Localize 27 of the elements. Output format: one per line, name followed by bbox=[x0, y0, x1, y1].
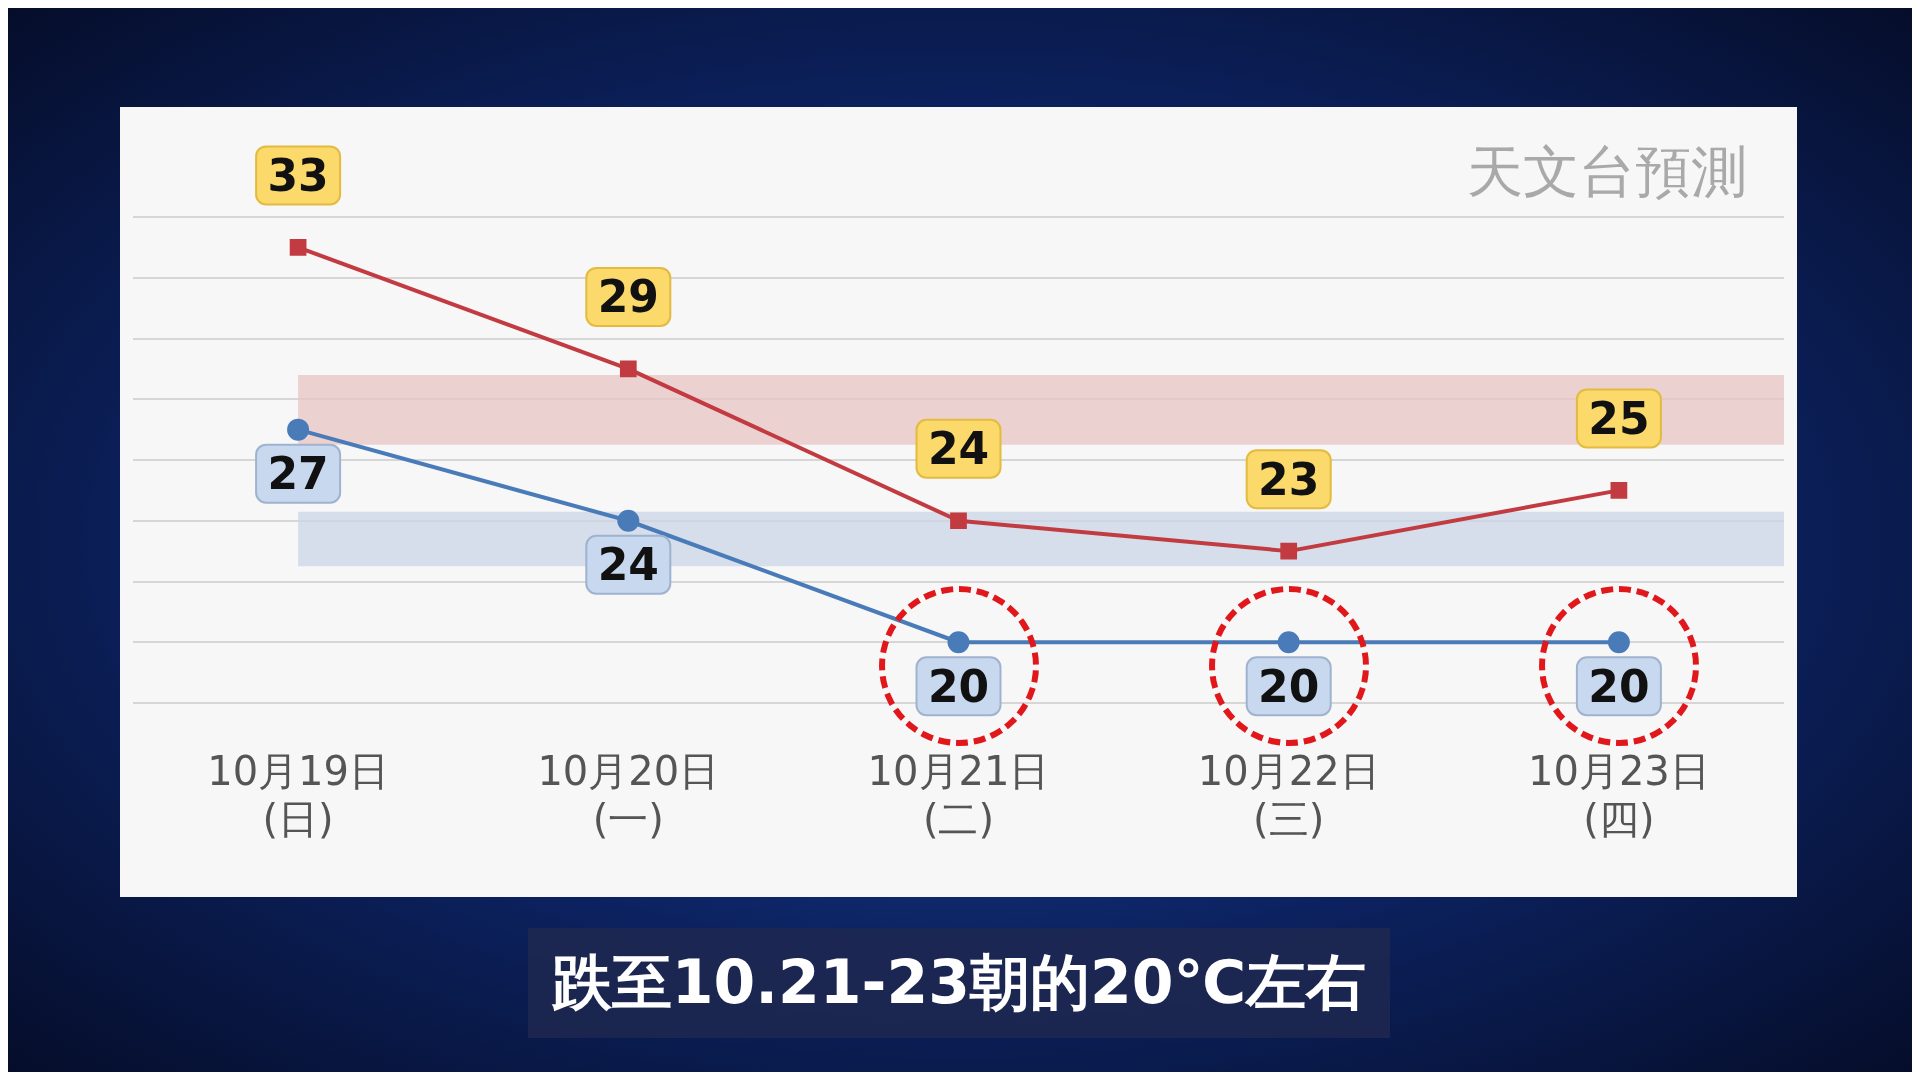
text: 跌至10.21-23朝的20℃左右 bbox=[528, 928, 1390, 1038]
point bbox=[1607, 631, 1630, 654]
data-label: 20 bbox=[1588, 660, 1650, 712]
point bbox=[950, 512, 967, 530]
data-label: 24 bbox=[927, 423, 990, 475]
x-tick-label: 10月20日 (一) bbox=[537, 748, 720, 843]
data-label: 20 bbox=[1258, 660, 1320, 712]
point bbox=[1610, 482, 1628, 499]
point bbox=[289, 239, 307, 256]
point bbox=[287, 418, 310, 441]
data-label: 20 bbox=[927, 660, 990, 712]
x-tick-label: 10月21日 (二) bbox=[867, 748, 1050, 843]
data-label: 33 bbox=[267, 149, 329, 201]
x-tick-label: 10月22日 (三) bbox=[1197, 748, 1380, 843]
point bbox=[1280, 542, 1298, 560]
x-tick-label: 10月23日 (四) bbox=[1528, 748, 1710, 843]
text: 天文台預測 bbox=[1467, 138, 1747, 206]
x-tick-label: 10月19日 (日) bbox=[207, 748, 389, 843]
data-label: 24 bbox=[597, 539, 659, 591]
data-label: 23 bbox=[1258, 453, 1320, 505]
data-label: 27 bbox=[267, 448, 329, 500]
data-label: 29 bbox=[597, 271, 659, 323]
point bbox=[947, 631, 970, 654]
data-label: 25 bbox=[1588, 392, 1650, 444]
point bbox=[617, 509, 640, 532]
point bbox=[619, 360, 637, 378]
point bbox=[1277, 631, 1300, 654]
